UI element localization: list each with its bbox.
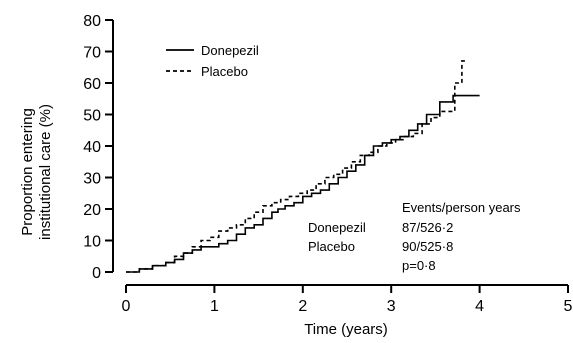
annotation-row-value-donepezil: 87/526·2 xyxy=(402,220,453,235)
y-axis-title: Proportion entering institutional care (… xyxy=(19,104,54,240)
y-axis-title-line-2: institutional care (%) xyxy=(37,104,54,240)
y-tick-label: 50 xyxy=(83,108,101,125)
x-tick-label: 2 xyxy=(298,298,307,315)
annotation-header: Events/person years xyxy=(402,200,521,215)
y-tick-label: 40 xyxy=(83,139,101,156)
series-line-placebo xyxy=(126,60,467,273)
y-tick-label: 70 xyxy=(83,45,101,62)
x-tick-label: 4 xyxy=(475,298,484,315)
annotation-row-label-donepezil: Donepezil xyxy=(308,220,366,235)
x-tick-label: 3 xyxy=(387,298,396,315)
annotation-p-value: p=0·8 xyxy=(402,258,436,273)
y-axis-title-line-1: Proportion entering xyxy=(19,108,36,236)
y-tick-label: 60 xyxy=(83,76,101,93)
x-tick-label: 5 xyxy=(564,298,573,315)
y-ticks: 0 10 20 30 40 50 60 70 80 xyxy=(83,13,113,282)
x-axis-title: Time (years) xyxy=(304,321,388,338)
legend-label-placebo: Placebo xyxy=(201,64,248,79)
annotation-row-label-placebo: Placebo xyxy=(308,239,355,254)
y-tick-label: 20 xyxy=(83,202,101,219)
x-ticks: 0 1 2 3 4 5 xyxy=(122,285,573,315)
y-tick-label: 10 xyxy=(83,234,101,251)
y-tick-label: 0 xyxy=(92,265,101,282)
series-layer xyxy=(126,60,480,273)
events-annotation: Events/person years Donepezil 87/526·2 P… xyxy=(308,200,521,273)
annotation-row-value-placebo: 90/525·8 xyxy=(402,239,453,254)
y-tick-label: 80 xyxy=(83,13,101,30)
y-tick-label: 30 xyxy=(83,171,101,188)
legend: Donepezil Placebo xyxy=(166,43,259,79)
legend-label-donepezil: Donepezil xyxy=(201,43,259,58)
x-tick-label: 0 xyxy=(122,298,131,315)
x-tick-label: 1 xyxy=(210,298,219,315)
